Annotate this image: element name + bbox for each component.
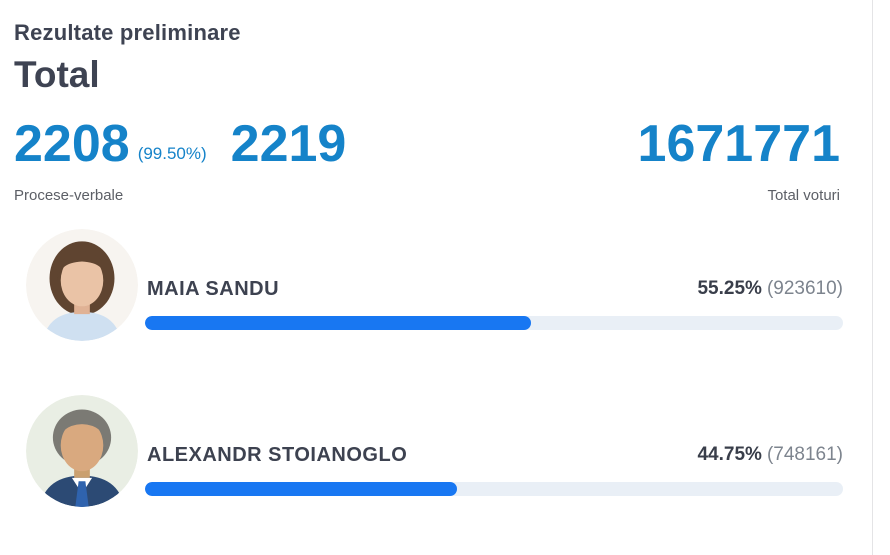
- candidate-progress-track: [145, 482, 843, 496]
- candidate-percent: 55.25%: [697, 278, 762, 299]
- protocols-label: Procese-verbale: [14, 187, 124, 204]
- candidate-avatar: [26, 395, 138, 507]
- candidate-progress-fill: [145, 482, 458, 496]
- candidate-votes: (923610): [766, 278, 843, 299]
- summary-stats-row: 2208 (99.50%) 2219 1671771: [14, 108, 840, 170]
- candidate-percent: 44.75%: [697, 444, 762, 465]
- page-subtitle: Total: [14, 54, 100, 95]
- protocols-counted-value: 2208: [14, 115, 130, 173]
- candidate-name: ALEXANDR STOIANOGLO: [147, 444, 408, 466]
- candidate-row: MAIA SANDU 55.25% (923610): [0, 228, 890, 353]
- maia-sandu-photo: [26, 229, 138, 341]
- total-votes-label: Total voturi: [767, 187, 840, 204]
- candidate-name: MAIA SANDU: [147, 278, 280, 300]
- page-title: Rezultate preliminare: [14, 20, 241, 45]
- protocols-expected-value: 2219: [230, 115, 347, 173]
- total-votes-value: 1671771: [637, 115, 840, 173]
- candidate-progress-fill: [145, 316, 531, 330]
- candidate-result: 44.75% (748161): [697, 444, 843, 466]
- protocols-percent-value: (99.50%): [137, 144, 207, 163]
- candidate-progress-track: [145, 316, 843, 330]
- candidate-votes: (748161): [766, 444, 843, 465]
- panel-right-divider: [872, 0, 873, 555]
- candidate-avatar: [26, 229, 138, 341]
- alexandr-stoianoglo-photo: [26, 395, 138, 507]
- candidate-result: 55.25% (923610): [697, 278, 843, 300]
- candidate-row: ALEXANDR STOIANOGLO 44.75% (748161): [0, 394, 890, 519]
